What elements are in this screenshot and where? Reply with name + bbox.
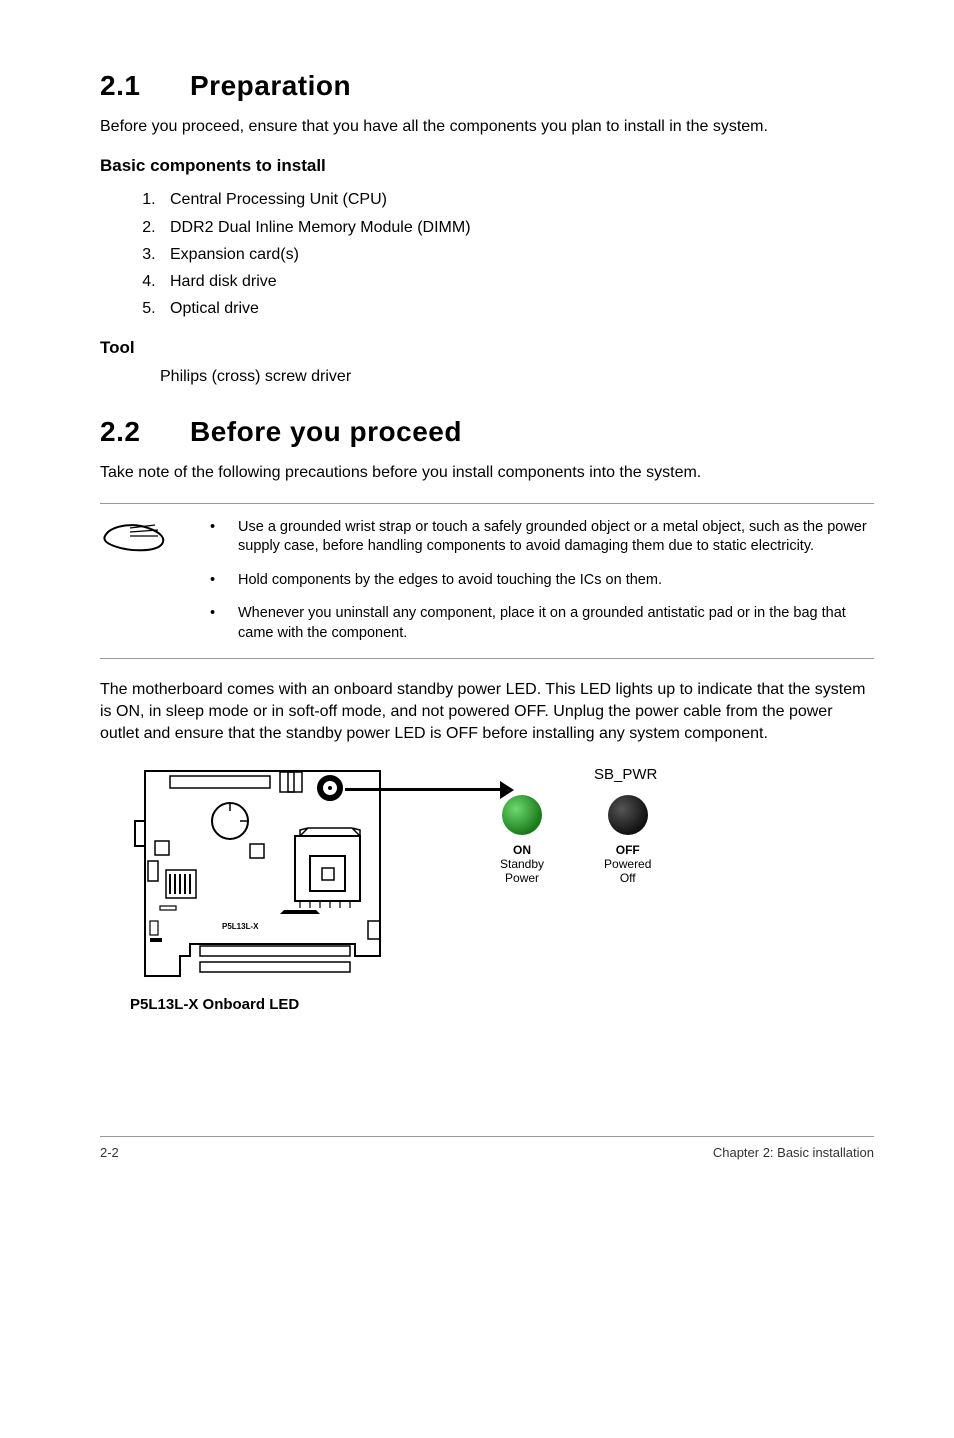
section-2-2-para: The motherboard comes with an onboard st… [100,679,874,746]
diagram-caption: P5L13L-X Onboard LED [130,996,299,1013]
page-footer: 2-2 Chapter 2: Basic installation [100,1136,874,1160]
section-2-2-name: Before you proceed [190,416,462,447]
note-item: • Whenever you uninstall any component, … [210,604,874,643]
board-label-text: P5L13L-X [222,922,259,931]
note-text: Hold components by the edges to avoid to… [238,571,662,591]
list-item: DDR2 Dual Inline Memory Module (DIMM) [160,214,874,241]
basic-components-heading: Basic components to install [100,156,874,176]
section-2-1-intro: Before you proceed, ensure that you have… [100,116,874,138]
section-2-2-num: 2.2 [100,416,190,448]
arrow-line [345,788,505,795]
led-on-bold: ON [500,843,544,857]
led-off-bold: OFF [604,843,651,857]
components-list: Central Processing Unit (CPU) DDR2 Dual … [160,186,874,322]
note-text: Use a grounded wrist strap or touch a sa… [238,518,874,557]
led-off-icon [608,795,648,835]
led-off-item: OFF Powered Off [604,795,651,886]
note-hand-icon [100,518,170,553]
tool-heading: Tool [100,338,874,358]
led-off-line2: Off [604,871,651,885]
list-item: Expansion card(s) [160,241,874,268]
section-2-2-title: 2.2Before you proceed [100,416,874,448]
note-box: • Use a grounded wrist strap or touch a … [100,503,874,659]
led-off-line1: Powered [604,857,651,871]
list-item: Optical drive [160,295,874,322]
footer-chapter: Chapter 2: Basic installation [713,1145,874,1160]
motherboard-illustration: P5L13L-X [130,766,390,991]
bullet-icon: • [210,518,238,557]
led-on-line1: Standby [500,857,544,871]
led-on-icon [502,795,542,835]
led-on-line2: Power [500,871,544,885]
list-item: Hard disk drive [160,268,874,295]
note-text: Whenever you uninstall any component, pl… [238,604,874,643]
onboard-led-diagram: P5L13L-X SB_PWR ON Standby Power OFF Pow… [130,766,874,1056]
note-icon-column [100,518,210,644]
list-item: Central Processing Unit (CPU) [160,186,874,213]
note-list: • Use a grounded wrist strap or touch a … [210,518,874,644]
sb-pwr-label: SB_PWR [550,766,701,783]
section-2-1-num: 2.1 [100,70,190,102]
tool-text: Philips (cross) screw driver [160,368,874,386]
bullet-icon: • [210,571,238,591]
note-item: • Hold components by the edges to avoid … [210,571,874,591]
section-2-2-intro: Take note of the following precautions b… [100,462,874,484]
section-2-1-title: 2.1Preparation [100,70,874,102]
note-item: • Use a grounded wrist strap or touch a … [210,518,874,557]
bullet-icon: • [210,604,238,643]
footer-page-number: 2-2 [100,1145,119,1160]
led-labels-group: SB_PWR ON Standby Power OFF Powered Off [500,766,651,886]
section-2-1-name: Preparation [190,70,351,101]
led-on-item: ON Standby Power [500,795,544,886]
